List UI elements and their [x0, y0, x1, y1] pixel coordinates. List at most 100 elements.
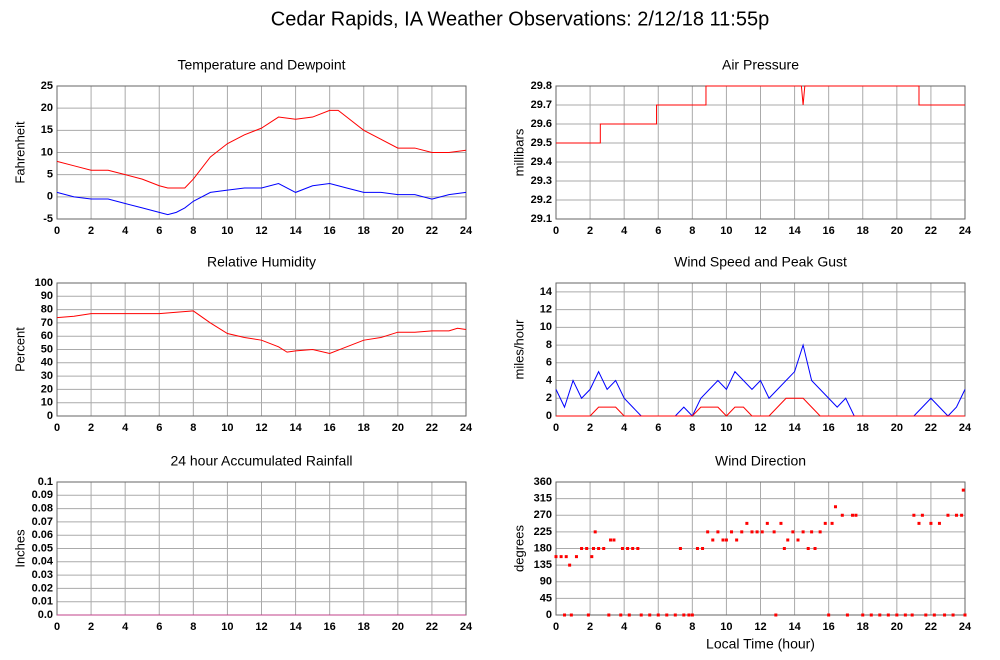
x-tick-label: 14	[788, 621, 801, 633]
data-point	[735, 538, 739, 542]
y-tick-label: 0.04	[32, 556, 54, 568]
x-tick-label: 0	[553, 422, 559, 434]
data-point	[627, 613, 631, 617]
y-tick-label: 45	[540, 592, 552, 604]
data-point	[593, 530, 597, 534]
data-point	[695, 547, 699, 550]
y-tick-label: 100	[35, 277, 53, 289]
x-tick-label: 2	[88, 621, 94, 633]
y-tick-label: 10	[540, 321, 552, 333]
x-tick-label: 10	[720, 225, 732, 237]
data-point	[619, 613, 623, 617]
panel-title: Wind Direction	[715, 453, 806, 469]
data-line	[56, 310, 467, 355]
data-point	[648, 613, 652, 617]
y-tick-label: 70	[41, 317, 53, 329]
data-point	[716, 530, 720, 534]
x-tick-label: 14	[289, 621, 302, 633]
data-point	[937, 521, 941, 525]
y-tick-label: 12	[540, 304, 552, 316]
x-tick-label: 12	[754, 225, 766, 237]
y-axis-label: Inches	[12, 529, 27, 568]
y-tick-label: 0.01	[32, 596, 53, 608]
x-tick-label: 4	[621, 621, 628, 633]
data-point	[806, 547, 810, 550]
x-tick-label: 8	[689, 225, 695, 237]
data-point	[823, 521, 827, 525]
y-tick-label: 40	[41, 357, 53, 369]
x-tick-label: 6	[156, 225, 162, 237]
x-axis-label: Local Time (hour)	[706, 636, 815, 652]
y-tick-label: 2	[546, 392, 552, 404]
y-tick-label: 135	[534, 559, 552, 571]
y-tick-label: 25	[41, 80, 53, 92]
data-point	[580, 547, 584, 550]
data-point	[963, 613, 967, 617]
y-tick-label: 0	[47, 410, 53, 422]
x-tick-label: 4	[122, 225, 129, 237]
data-point	[782, 547, 786, 550]
x-tick-label: 6	[655, 225, 661, 237]
y-tick-label: 270	[534, 509, 552, 521]
data-point	[779, 521, 783, 525]
x-tick-label: 12	[255, 422, 267, 434]
data-point	[721, 538, 725, 542]
data-point	[786, 538, 790, 542]
x-tick-label: 12	[255, 621, 267, 633]
data-point	[730, 530, 734, 534]
y-tick-label: 360	[534, 476, 552, 488]
x-tick-label: 22	[426, 422, 438, 434]
x-tick-label: 24	[959, 422, 972, 434]
x-tick-label: 16	[324, 621, 336, 633]
x-tick-label: 16	[823, 621, 835, 633]
x-tick-label: 20	[891, 621, 903, 633]
y-tick-label: 10	[41, 146, 53, 158]
x-tick-label: 14	[788, 225, 801, 237]
y-axis-label: miles/hour	[511, 319, 526, 380]
y-tick-label: 225	[534, 526, 552, 538]
data-point	[796, 538, 800, 542]
x-tick-label: 4	[621, 225, 628, 237]
y-tick-label: 29.4	[531, 156, 553, 168]
x-tick-label: 8	[190, 225, 196, 237]
x-tick-label: 6	[156, 422, 162, 434]
x-tick-label: 20	[392, 621, 404, 633]
y-tick-label: 90	[41, 290, 53, 302]
data-point	[639, 613, 643, 617]
y-tick-label: 8	[546, 339, 552, 351]
x-tick-label: 8	[689, 422, 695, 434]
data-point	[554, 555, 558, 559]
data-point	[960, 513, 964, 517]
data-point	[678, 547, 682, 550]
data-point	[612, 538, 616, 542]
x-tick-label: 10	[221, 621, 233, 633]
x-tick-label: 24	[959, 225, 972, 237]
data-point	[673, 613, 677, 617]
x-tick-label: 6	[655, 422, 661, 434]
x-tick-label: 0	[553, 621, 559, 633]
x-tick-label: 2	[587, 422, 593, 434]
x-tick-label: 6	[156, 621, 162, 633]
y-tick-label: 0	[546, 609, 552, 621]
data-point	[946, 513, 950, 517]
x-tick-label: 12	[754, 621, 766, 633]
x-tick-label: 10	[221, 422, 233, 434]
data-point	[740, 530, 744, 534]
x-tick-label: 8	[190, 621, 196, 633]
y-tick-label: 29.2	[531, 194, 552, 206]
data-point	[620, 547, 624, 550]
data-point	[559, 555, 563, 559]
data-point	[929, 521, 933, 525]
y-tick-label: 0.03	[32, 569, 53, 581]
y-tick-label: 14	[540, 286, 553, 298]
y-tick-label: 0.07	[32, 516, 53, 528]
data-point	[568, 563, 572, 567]
data-point	[690, 613, 694, 617]
x-tick-label: 18	[857, 621, 869, 633]
y-tick-label: 0.05	[32, 542, 53, 554]
x-tick-label: 8	[190, 422, 196, 434]
data-point	[827, 613, 831, 617]
data-point	[801, 530, 805, 534]
y-axis-label: Percent	[12, 327, 27, 372]
data-point	[818, 530, 822, 534]
